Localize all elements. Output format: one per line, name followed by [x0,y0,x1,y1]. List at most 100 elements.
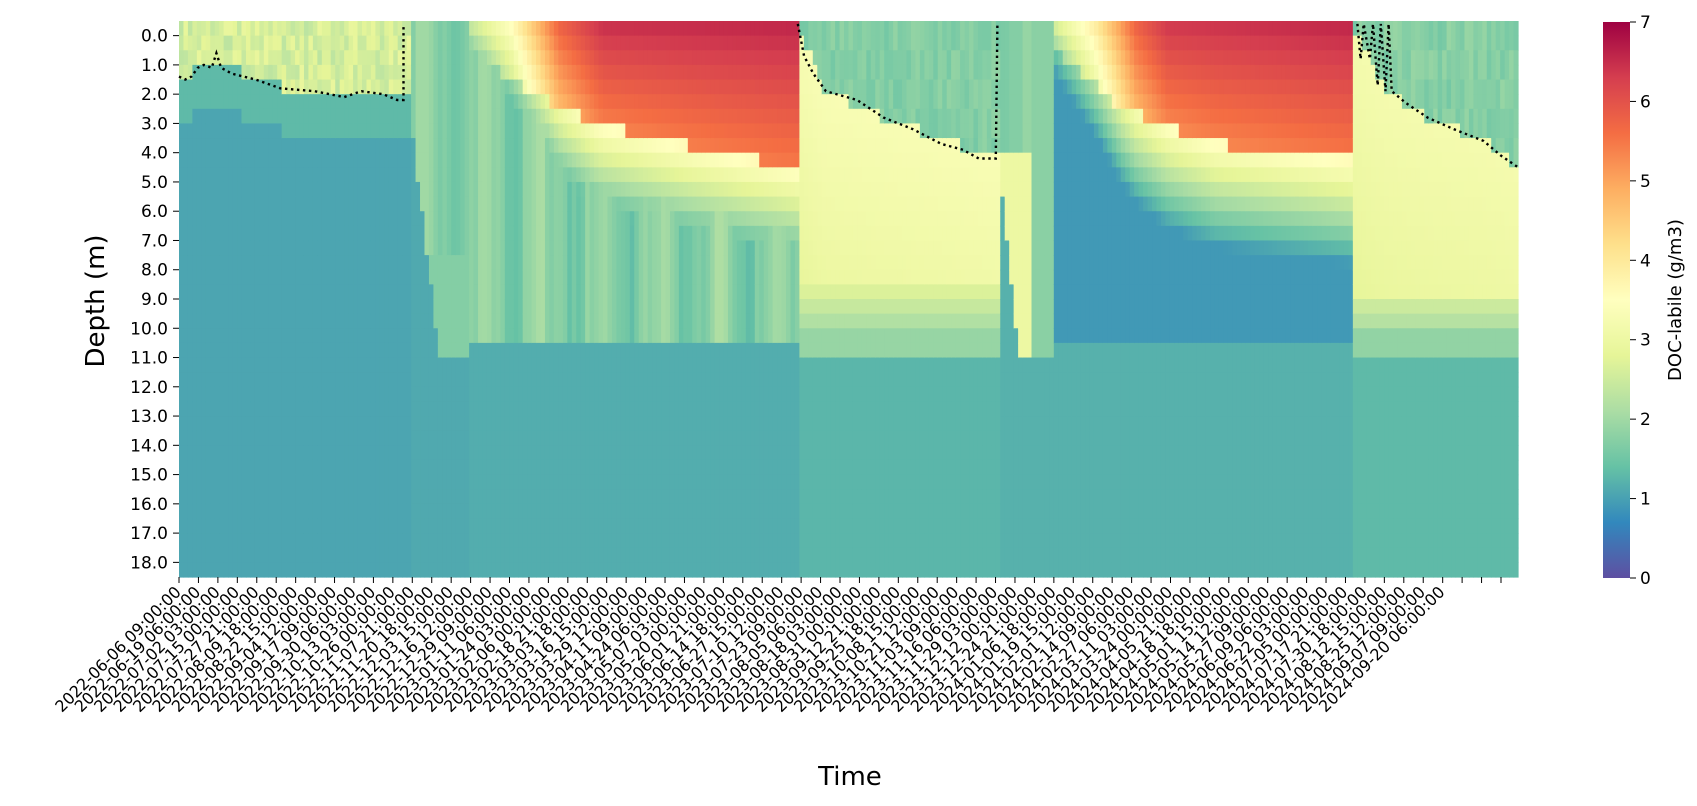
heatmap-cell [629,299,635,315]
heatmap-cell [286,474,292,490]
heatmap-cell [272,401,278,417]
heatmap-cell [692,533,698,549]
heatmap-cell [277,372,283,388]
heatmap-cell [397,313,403,329]
heatmap-cell [504,94,510,110]
heatmap-cell [741,372,747,388]
heatmap-cell [486,459,493,476]
heatmap-cell [594,225,600,242]
heatmap-cell [375,138,381,154]
heatmap-cell [339,430,345,446]
heatmap-cell [527,474,533,490]
heatmap-cell [312,35,318,51]
heatmap-cell [589,533,595,549]
heatmap-cell [580,211,586,227]
heatmap-cell [299,518,305,534]
heatmap-cell [571,416,577,432]
heatmap-cell [357,50,363,66]
heatmap-cell [643,196,649,212]
heatmap-cell [611,313,617,329]
heatmap-cell [665,64,671,81]
heatmap-cell [656,299,662,315]
heatmap-cell [428,328,435,344]
heatmap-cell [263,196,269,212]
heatmap-cell [393,21,399,37]
heatmap-cell [437,562,443,578]
heatmap-cell [362,562,368,578]
heatmap-cell [469,255,475,271]
heatmap-cell [451,401,457,417]
heatmap-cell [277,430,283,446]
heatmap-cell [245,152,252,168]
heatmap-cell [607,357,613,373]
heatmap-cell [237,50,243,66]
heatmap-cell [540,416,546,432]
heatmap-cell [576,401,582,417]
heatmap-cell [263,547,269,563]
heatmap-cell [527,269,533,285]
heatmap-cell [607,123,613,139]
heatmap-cell [397,518,403,534]
heatmap-cell [536,386,542,403]
heatmap-cell [228,547,234,563]
heatmap-cell [370,64,376,81]
heatmap-cell [263,255,269,271]
heatmap-cell [714,533,720,549]
heatmap-cell [281,269,287,285]
heatmap-cell [629,50,635,66]
heatmap-cell [625,269,631,285]
heatmap-cell [750,79,756,95]
heatmap-cell [500,167,506,183]
heatmap-cell [625,445,631,461]
heatmap-cell [187,430,193,446]
heatmap-cell [210,108,216,125]
heatmap-cell [629,79,635,95]
heatmap-cell [495,64,501,81]
heatmap-cell [669,401,676,417]
heatmap-cell [353,240,359,256]
heatmap-cell [553,547,559,563]
heatmap-cell [509,211,515,227]
heatmap-cell [669,547,676,563]
heatmap-cell [669,416,676,432]
heatmap-cell [366,489,372,505]
heatmap-cell [710,123,716,139]
heatmap-cell [357,313,363,329]
heatmap-cell [567,284,573,300]
heatmap-cell [736,401,742,417]
heatmap-cell [362,35,368,51]
heatmap-cell [187,518,193,534]
heatmap-cell [504,108,510,125]
heatmap-cell [678,533,684,549]
heatmap-cell [415,269,421,285]
heatmap-cell [522,269,528,285]
heatmap-cell [205,196,211,212]
heatmap-cell [362,211,368,227]
heatmap-cell [348,138,354,154]
heatmap-cell [335,21,341,37]
heatmap-cell [254,342,260,359]
heatmap-cell [424,152,430,168]
heatmap-cell [558,328,564,344]
heatmap-cell [580,225,586,242]
heatmap-cell [656,533,662,549]
heatmap-cell [411,459,417,476]
heatmap-cell [375,372,381,388]
heatmap-cell [549,445,555,461]
heatmap-cell [567,255,573,271]
heatmap-cell [522,211,528,227]
heatmap-cell [723,79,729,95]
heatmap-cell [745,240,751,256]
heatmap-cell [727,108,734,125]
heatmap-cell [348,123,354,139]
heatmap-cell [504,547,510,563]
heatmap-cell [210,211,216,227]
heatmap-cell [553,138,559,154]
heatmap-cell [192,342,198,359]
heatmap-cell [179,416,185,432]
heatmap-cell [286,562,292,578]
heatmap-cell [192,79,198,95]
heatmap-cell [277,240,283,256]
heatmap-cell [687,401,693,417]
heatmap-cell [277,547,283,563]
